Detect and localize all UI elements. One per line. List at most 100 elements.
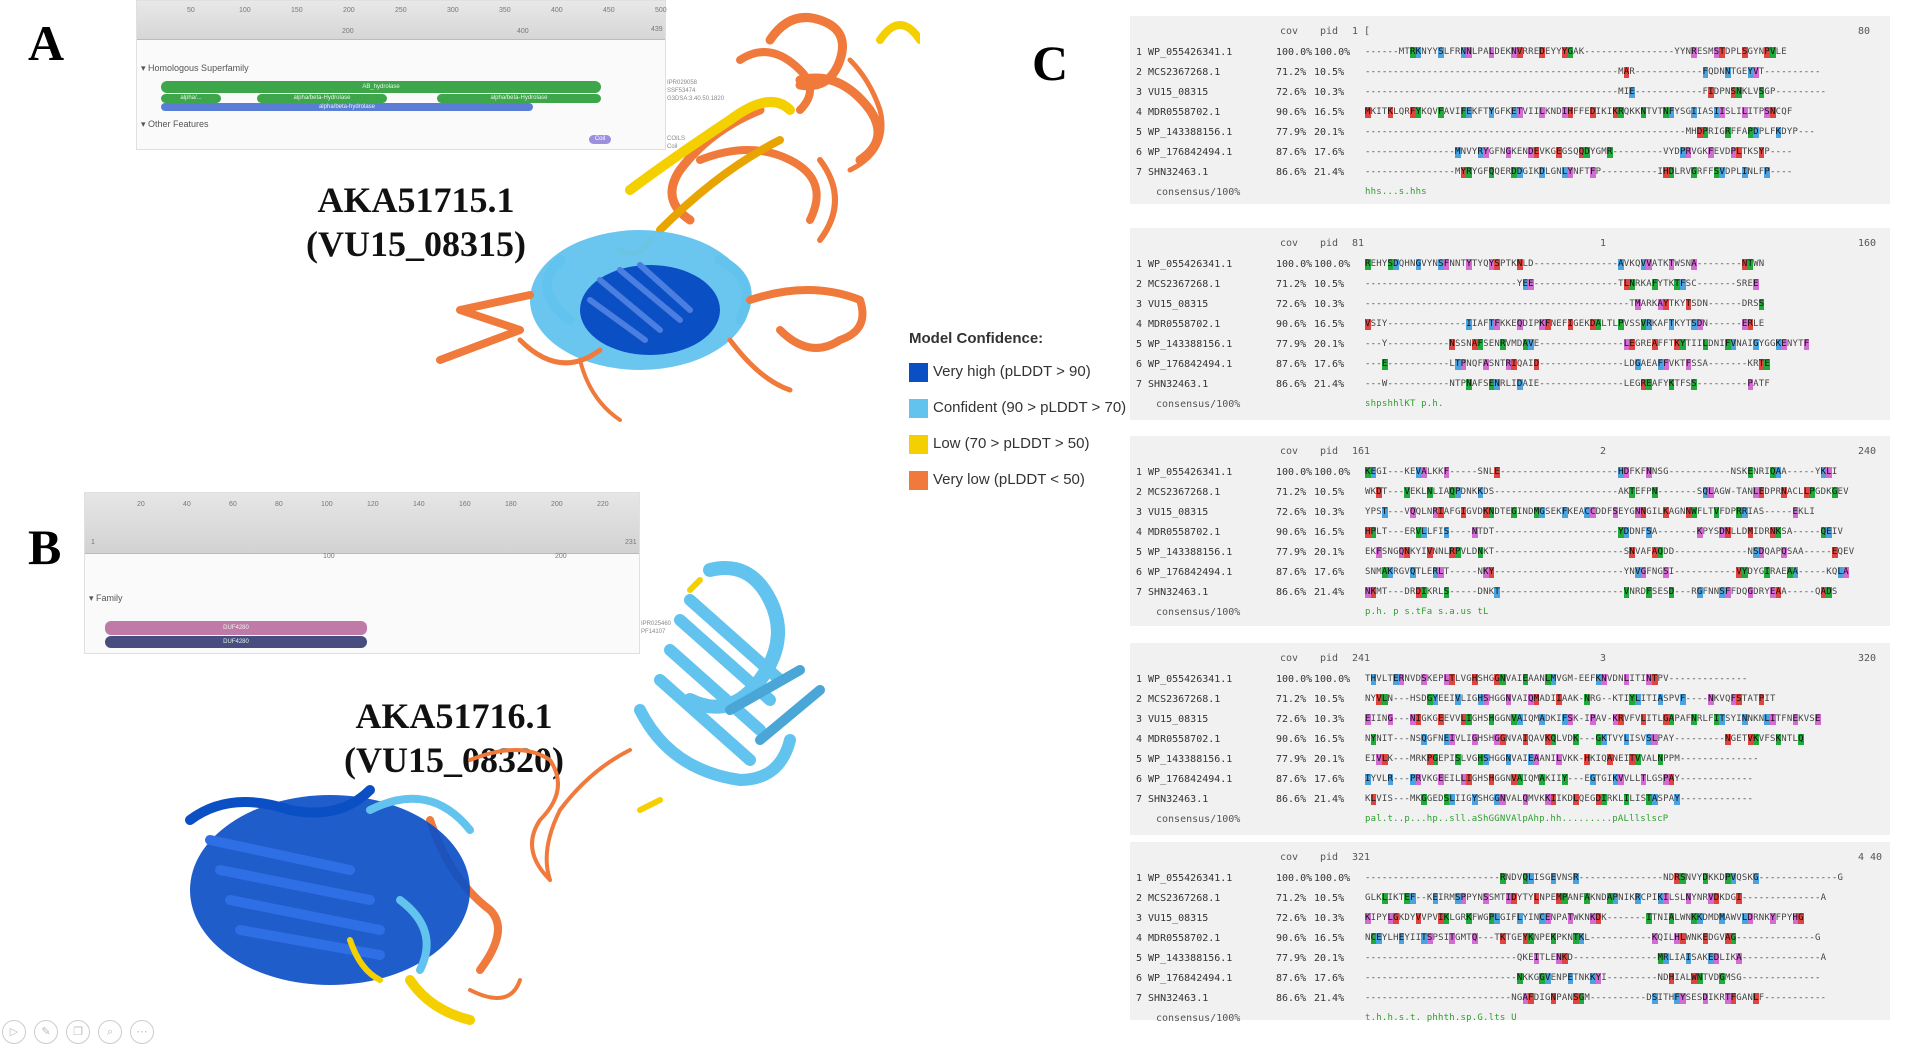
identity-value: 20.1% [1314, 547, 1345, 558]
section-other-features: ▾ Other Features [141, 119, 209, 129]
panel-a-letter: A [28, 15, 65, 71]
sequence-residues: ---------------------------QKEITLENKD---… [1365, 953, 1827, 964]
domain-bar-ab-hydrolase[interactable]: AB_hydrolase [161, 81, 601, 93]
sequence-id: 2 MCS2367268.1 [1136, 67, 1221, 78]
consensus-sequence: t.h.h.s.t. phhth.sp.G.lts U [1365, 1013, 1517, 1023]
interpro-side-ids-a: IPR029058 SSF53474 G3DSA:3.40.50.1820 [667, 80, 725, 102]
identity-value: 10.5% [1314, 279, 1345, 290]
consensus-row: consensus/100% shpshhlKT p.h. [1130, 398, 1890, 411]
panel-b-letter: B [28, 519, 62, 575]
column-header-pid: pid [1320, 446, 1339, 457]
alignment-row: 1 WP_055426341.1 100.0% 100.0% KEGI---KEVAL… [1130, 466, 1890, 479]
copy-icon[interactable]: ❐ [66, 1020, 90, 1044]
alignment-row: 7 SHN32463.1 86.6% 21.4% ------------------… [1130, 992, 1890, 1005]
ruler-subtick: 200 [342, 28, 354, 35]
identity-value: 10.3% [1314, 913, 1345, 924]
identity-value: 16.5% [1314, 319, 1345, 330]
sequence-residues: HPLT---ERVLLFIS----NTDT-----------------… [1365, 527, 1844, 538]
coverage-value: 86.6% [1276, 587, 1307, 598]
ruler-tick: 300 [447, 7, 459, 14]
block-mid-marker: 2 [1600, 446, 1607, 457]
sequence-id: 4 MDR0558702.1 [1136, 319, 1221, 330]
alignment-block: cov pid 321 4 40 1 WP_055426341.1 100.0% 100.0… [1130, 842, 1890, 1024]
coil-id: COILS Coil [667, 136, 686, 150]
coverage-value: 90.6% [1276, 319, 1307, 330]
sequence-id: 7 SHN32463.1 [1136, 794, 1209, 805]
sequence-id: 3 VU15_08315 [1136, 714, 1209, 725]
protein-a-name: AKA51715.1 [317, 180, 515, 220]
sequence-id: 3 VU15_08315 [1136, 507, 1209, 518]
legend-title: Model Confidence: [909, 330, 1044, 347]
coverage-value: 71.2% [1276, 694, 1307, 705]
coverage-value: 72.6% [1276, 299, 1307, 310]
sequence-id: 4 MDR0558702.1 [1136, 933, 1221, 944]
ruler-tick: 80 [275, 501, 283, 508]
consensus-row: consensus/100% pal.t..p...hp..sll.aShGGNV… [1130, 813, 1890, 826]
alignment-row: 4 MDR0558702.1 90.6% 16.5% VSIY------------… [1130, 318, 1890, 331]
alignment-row: 3 VU15_08315 72.6% 10.3% EIING---NIGKGEEVVL… [1130, 713, 1890, 726]
block-mid-marker: 1 [1600, 238, 1607, 249]
sequence-residues: ----------------MNVYRYGFNGKENDEVKGEGSQQD… [1365, 147, 1793, 158]
interpro-side-ids-b: IPR025460 PF14107 [641, 621, 672, 635]
column-header-cov: cov [1280, 653, 1299, 664]
ruler-end-tick: 231 [625, 539, 637, 546]
domain-bar-alpha-beta-hydrolase[interactable]: alpha/beta-hydrolase [161, 103, 533, 111]
sequence-residues: ----------------MYRYGFQQERDDGIKDLGNLYNFT… [1365, 167, 1793, 178]
legend-swatch [909, 363, 928, 382]
column-header-pid: pid [1320, 653, 1339, 664]
identity-value: 10.3% [1314, 507, 1345, 518]
domain-bar-alpha-short[interactable]: alpha/... [161, 94, 221, 103]
column-header-cov: cov [1280, 446, 1299, 457]
coverage-value: 71.2% [1276, 279, 1307, 290]
ruler-tick: 40 [183, 501, 191, 508]
alignment-row: 6 WP_176842494.1 87.6% 17.6% --------------… [1130, 972, 1890, 985]
coverage-value: 87.6% [1276, 567, 1307, 578]
sequence-residues: ---E-----------LTPNQFASNTRIQAID---------… [1365, 359, 1770, 370]
alignment-row: 4 MDR0558702.1 90.6% 16.5% NYNIT---NSQGFNEI… [1130, 733, 1890, 746]
ruler-tick: 400 [551, 7, 563, 14]
column-header-pid: pid [1320, 852, 1339, 863]
consensus-label: consensus/100% [1156, 187, 1241, 198]
panel-c-letter: C [1032, 35, 1069, 91]
sequence-residues: KLVIS---MKGGEDSLIIGYSHGGNVALQMVKKIIKDLQE… [1365, 794, 1754, 805]
coverage-value: 77.9% [1276, 339, 1307, 350]
coverage-value: 100.0% [1276, 47, 1313, 58]
identity-value: 20.1% [1314, 127, 1345, 138]
domain-bar-alpha-beta-2[interactable]: alpha/beta-Hydrolase [437, 94, 601, 103]
domain-bar-alpha-beta-1[interactable]: alpha/beta-Hydrolase [257, 94, 387, 103]
alignment-block: cov pid 81 1 160 1 WP_055426341.1 100.0% 100.0%… [1130, 228, 1890, 420]
legend-label: Very low (pLDDT < 50) [933, 471, 1085, 488]
identity-value: 20.1% [1314, 953, 1345, 964]
alignment-row: 5 WP_143388156.1 77.9% 20.1% ---Y----------… [1130, 338, 1890, 351]
block-start-position: 241 [1352, 653, 1371, 664]
alignment-block: cov pid 161 2 240 1 WP_055426341.1 100.0% 100.0… [1130, 436, 1890, 626]
ruler-tick: 60 [229, 501, 237, 508]
domain-bar-duf4280-b[interactable]: DUF4280 [105, 636, 367, 648]
consensus-sequence: p.h. p s.tFa s.a.us tL [1365, 607, 1489, 617]
ruler-tick: 220 [597, 501, 609, 508]
coil-bar[interactable]: Coil [589, 135, 611, 144]
ruler-tick: 350 [499, 7, 511, 14]
ruler-tick: 140 [413, 501, 425, 508]
coverage-value: 77.9% [1276, 547, 1307, 558]
zoom-icon[interactable]: ⌕ [98, 1020, 122, 1044]
sequence-id: 7 SHN32463.1 [1136, 379, 1209, 390]
more-icon[interactable]: ⋯ [130, 1020, 154, 1044]
sequence-id: 7 SHN32463.1 [1136, 167, 1209, 178]
sequence-id: 6 WP_176842494.1 [1136, 359, 1233, 370]
sequence-residues: ---------------------------NKKGGVENPETNK… [1365, 973, 1821, 984]
alignment-row: 4 MDR0558702.1 90.6% 16.5% MKITKLQRFYKQVFAV… [1130, 106, 1890, 119]
sequence-residues: NYNIT---NSQGFNEIVLIGHSHGGNVAIQAVKQLVDK--… [1365, 734, 1804, 745]
legend-swatch [909, 399, 928, 418]
sequence-residues: YPST---VQQLNRIAFGIGVDKNDTEGINDMGSEKFKEAC… [1365, 507, 1815, 518]
coverage-value: 86.6% [1276, 993, 1307, 1004]
legend-item-very-low: Very low (pLDDT < 50) [909, 467, 1129, 493]
sequence-residues: ---W-----------NTPNAFSENRLIDAIE---------… [1365, 379, 1770, 390]
consensus-sequence: pal.t..p...hp..sll.aShGGNVAlpAhp.hh.....… [1365, 814, 1669, 824]
sequence-id: 3 VU15_08315 [1136, 299, 1209, 310]
coverage-value: 90.6% [1276, 734, 1307, 745]
pen-icon[interactable]: ✎ [34, 1020, 58, 1044]
play-icon[interactable]: ▷ [2, 1020, 26, 1044]
domain-bar-duf4280-a[interactable]: DUF4280 [105, 621, 367, 635]
alignment-row: 6 WP_176842494.1 87.6% 17.6% --------------… [1130, 146, 1890, 159]
